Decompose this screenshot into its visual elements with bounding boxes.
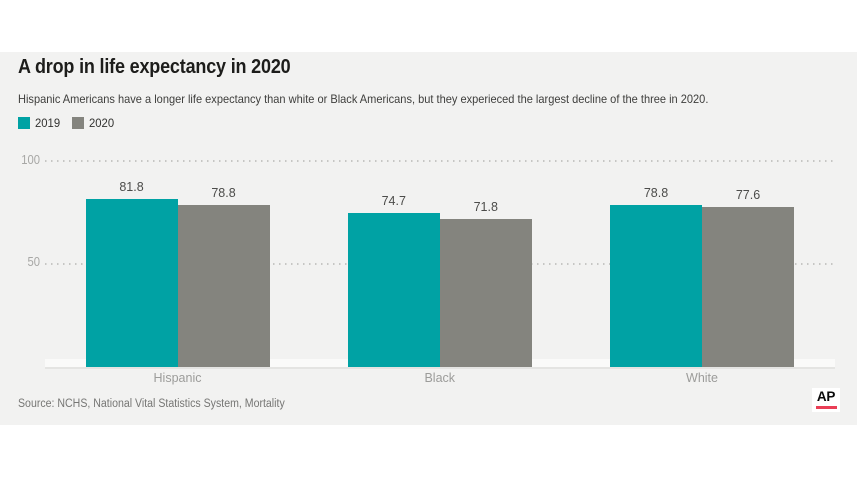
plot-area: 81.8 78.8 74.7 71.8 78.8 77.6 — [45, 160, 835, 367]
legend-label-2019: 2019 — [35, 116, 61, 130]
y-axis-tick-50: 50 — [27, 255, 40, 269]
ap-logo-text: AP — [816, 389, 836, 404]
bar-white-2019 — [610, 204, 702, 367]
x-axis-line — [45, 367, 835, 369]
value-label-black-2020: 71.8 — [473, 200, 498, 215]
value-label-white-2019: 78.8 — [643, 185, 669, 200]
legend-item-2020: 2020 — [71, 116, 116, 130]
legend-swatch-2020 — [71, 117, 84, 129]
value-label-hispanic-2020: 78.8 — [211, 185, 236, 200]
ap-logo-underline — [815, 406, 837, 409]
legend-label-2020: 2020 — [88, 116, 114, 130]
legend-item-2019: 2019 — [18, 116, 62, 130]
bar-black-2020 — [439, 219, 532, 367]
legend-swatch-2019 — [18, 117, 30, 129]
bar-white-2020 — [702, 207, 794, 367]
value-label-black-2019: 74.7 — [381, 194, 406, 209]
bar-hispanic-2020 — [177, 204, 270, 367]
bar-hispanic-2019 — [85, 198, 178, 367]
category-label-hispanic: Hispanic — [153, 371, 202, 385]
chart-subtitle: Hispanic Americans have a longer life ex… — [18, 92, 709, 106]
y-axis-tick-100: 100 — [21, 153, 40, 167]
bar-black-2019 — [347, 213, 440, 367]
category-label-black: Black — [424, 371, 456, 385]
value-label-white-2020: 77.6 — [735, 188, 761, 203]
page-title: A drop in life expectancy in 2020 — [18, 56, 291, 78]
category-label-white: White — [686, 371, 718, 385]
ap-logo: AP — [812, 388, 840, 412]
gridline-100 — [45, 160, 835, 162]
legend: 2019 2020 — [18, 116, 115, 130]
source-note: Source: NCHS, National Vital Statistics … — [18, 398, 285, 410]
value-label-hispanic-2019: 81.8 — [119, 179, 144, 194]
